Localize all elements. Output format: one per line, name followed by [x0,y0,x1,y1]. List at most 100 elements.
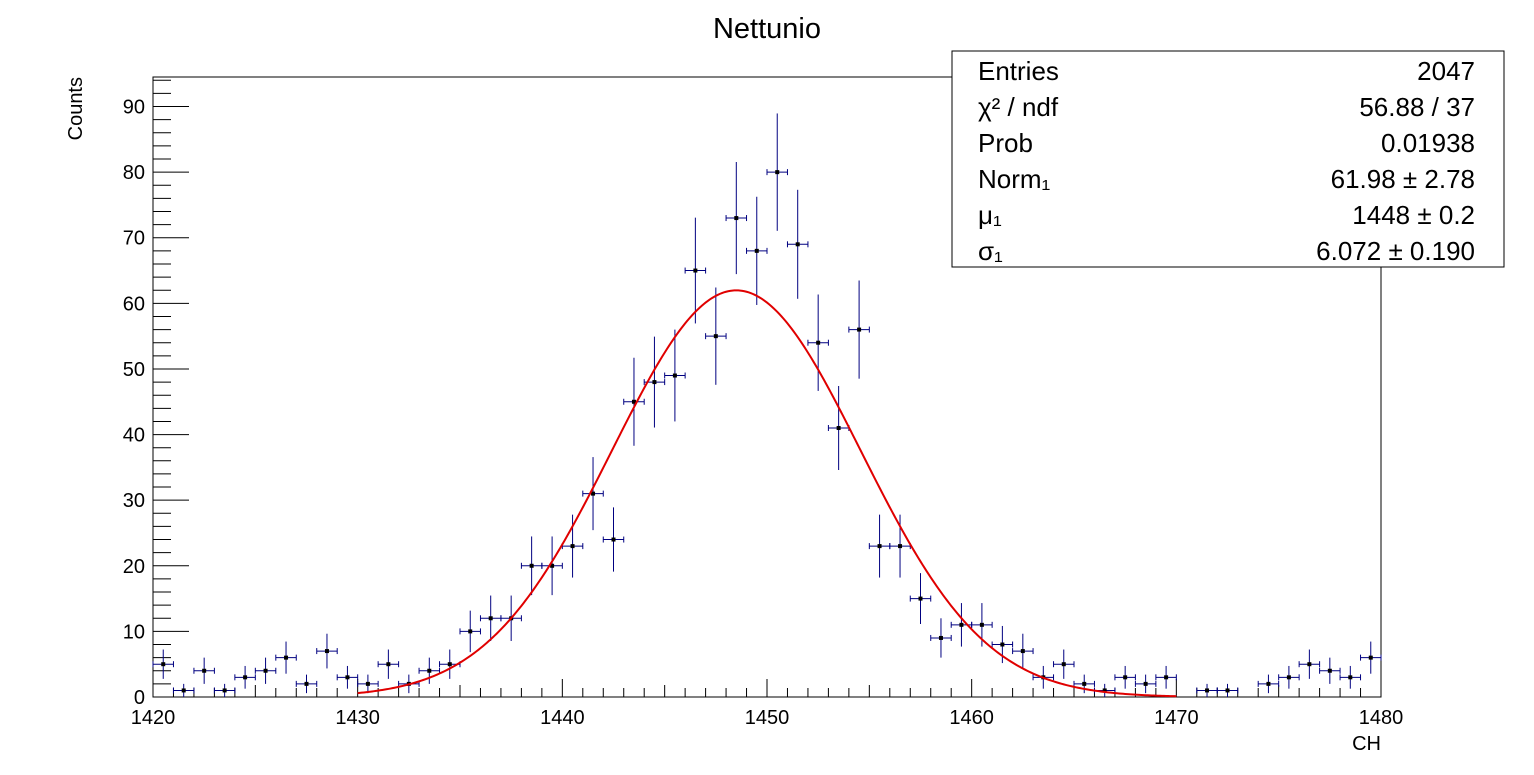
y-tick-label: 20 [123,556,145,578]
data-point [1278,665,1300,689]
point-marker [1348,675,1353,680]
point-marker [202,668,207,673]
point-marker [1082,681,1087,686]
x-tick-label: 1440 [540,707,585,729]
point-marker [1143,681,1148,686]
data-point [152,649,174,679]
data-point [1134,674,1157,694]
data-point [1319,657,1341,684]
x-axis-label: CH [1352,733,1381,755]
data-point [582,457,604,531]
y-tick-label: 10 [123,621,145,643]
point-marker [365,681,370,686]
point-marker [959,622,964,627]
point-marker [1368,655,1373,660]
point-marker [304,681,309,686]
data-point [786,189,809,299]
point-marker [427,668,432,673]
point-marker [754,248,759,253]
point-marker [898,544,903,549]
data-point [1257,674,1280,694]
data-point [807,294,829,391]
data-point [541,536,563,596]
point-marker [1225,688,1230,693]
point-marker [713,334,718,339]
stats-row-value: 0.01938 [1381,128,1475,158]
point-marker [877,544,882,549]
point-marker [816,340,821,345]
point-marker [1123,675,1128,680]
data-point [930,618,952,658]
point-marker [1020,649,1025,654]
point-marker [488,616,493,621]
data-point [479,595,502,641]
data-point [1339,665,1362,689]
data-point [1360,641,1382,674]
stats-row-label: σ₁ [978,236,1003,266]
point-marker [918,596,923,601]
stats-row-value: 6.072 ± 0.190 [1316,236,1475,266]
y-tick-label: 70 [123,228,145,250]
data-point [827,385,850,471]
y-tick-label: 80 [123,162,145,184]
data-point [213,683,236,697]
data-point [295,674,318,694]
point-marker [611,537,616,542]
stats-row-label: Entries [978,56,1059,86]
x-axis-tick-labels: 1420 1430 1440 1450 1460 1470 1480 [131,707,1404,729]
point-marker [775,170,780,175]
data-point [848,280,870,379]
x-tick-label: 1420 [131,707,176,729]
point-marker [447,662,452,667]
data-point [909,573,932,624]
point-marker [938,635,943,640]
stats-rows: Entries 2047 χ² / ndf 56.88 / 37 Prob 0.01938… [978,56,1475,266]
point-marker [857,327,862,332]
point-marker [591,491,596,496]
point-marker [222,688,227,693]
y-tick-label: 30 [123,490,145,512]
point-marker [1327,668,1332,673]
point-marker [795,242,800,247]
point-marker [836,426,841,431]
data-point [336,665,359,689]
point-marker [550,563,555,568]
stats-row-label: μ₁ [978,200,1002,230]
point-marker [570,544,575,549]
point-marker [693,268,698,273]
data-point [377,649,400,679]
data-point [357,674,379,694]
data-point [1216,683,1239,697]
stats-row-value: 56.88 / 37 [1359,92,1475,122]
axis-ticks [152,79,1382,698]
data-point [1155,665,1177,689]
point-marker [1286,675,1291,680]
stats-row-label: χ² / ndf [978,92,1059,122]
stats-row-value: 2047 [1417,56,1475,86]
x-tick-label: 1470 [1154,707,1199,729]
data-point [459,610,481,653]
point-marker [345,675,350,680]
point-marker [181,688,186,693]
point-marker [652,380,657,385]
data-point [418,657,441,684]
data-point [520,536,543,596]
data-point [889,514,911,578]
data-point [868,514,891,578]
stats-box-frame [951,50,1505,268]
data-point [275,641,297,674]
y-axis-tick-labels: 0 10 20 30 40 50 60 70 80 90 [123,97,145,709]
y-tick-label: 40 [123,425,145,447]
y-tick-label: 90 [123,97,145,119]
point-marker [1307,662,1312,667]
data-point [725,162,748,275]
point-marker [1266,681,1271,686]
point-marker [324,649,329,654]
data-point [746,196,768,305]
stats-box: Entries 2047 χ² / ndf 56.88 / 37 Prob 0.01938… [951,50,1505,268]
point-marker [161,662,166,667]
y-tick-label: 60 [123,293,145,315]
data-point [172,683,195,697]
data-point [602,507,625,572]
